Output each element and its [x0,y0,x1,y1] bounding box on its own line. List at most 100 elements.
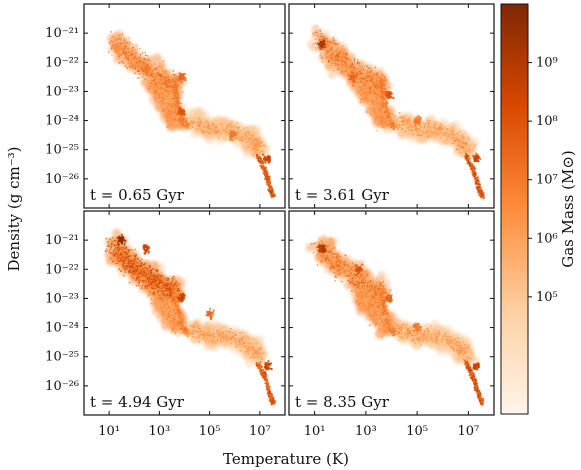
density-bin [200,119,203,122]
density-bin [167,99,170,102]
density-bin [448,132,451,135]
density-bin [192,116,195,119]
density-bin [169,103,172,106]
density-bin [405,123,408,126]
density-bin [379,89,382,91]
density-bin [133,59,136,61]
density-bin [246,139,249,142]
density-bin [330,41,332,44]
density-bin [150,79,152,81]
density-bin [167,108,170,111]
density-bin [201,131,204,133]
density-bin [347,72,350,74]
density-bin [230,120,233,123]
density-bin [412,133,415,136]
density-bin [206,130,208,133]
density-bin [439,129,442,132]
density-bin [127,55,130,57]
density-bin [234,137,237,140]
density-bin [222,127,224,130]
density-bin [140,63,143,66]
density-bin [254,151,257,154]
density-bin [186,121,188,124]
density-bin [370,69,373,72]
density-bin [174,122,177,124]
density-bin [266,171,269,174]
density-bin [405,119,407,122]
density-bin [139,72,142,75]
density-bin [427,136,429,139]
density-bin [141,51,144,54]
density-bin [155,92,158,94]
density-bin [173,82,176,84]
density-bin [445,130,447,133]
density-bin [231,133,234,136]
density-bin [169,90,172,93]
density-bin [448,134,450,137]
density-bin [171,75,174,78]
density-bin [130,60,133,63]
density-bin [120,42,122,45]
density-bin [398,111,401,114]
density-bin [174,74,176,76]
density-bin [331,47,334,50]
density-bin [403,122,406,125]
density-bin [347,70,350,73]
density-bin [147,73,149,76]
density-bin [200,129,202,131]
density-bin [167,75,169,78]
density-bin [222,130,225,133]
density-bin [113,39,116,42]
density-bin [127,47,129,50]
density-bin [172,108,175,111]
density-bin [241,138,244,141]
density-bin [224,133,227,136]
density-bin [353,58,356,60]
density-bin [189,124,192,126]
density-bin [362,68,365,71]
density-bin [185,127,188,130]
density-bin [386,80,389,82]
density-bin [122,52,125,55]
density-bin [398,116,400,119]
density-bin [332,42,335,45]
density-bin [341,59,344,62]
density-bin [135,44,138,46]
density-bin [159,104,162,107]
density-bin [116,38,119,41]
density-cloud [107,29,276,198]
density-bin [408,122,411,125]
density-bin [381,74,384,76]
density-bin [327,50,330,53]
density-bin [353,70,356,72]
density-bin [250,144,252,146]
density-bin [318,50,320,52]
density-bin [176,91,178,94]
density-bin [256,154,259,157]
density-bin [110,31,113,33]
density-bin [363,76,366,78]
density-bin [170,120,172,123]
density-bin [334,42,337,45]
density-bin [129,41,132,44]
density-bin [121,43,124,45]
density-bin [174,111,176,114]
density-bin [118,40,121,43]
density-bin [436,123,439,125]
density-bin [319,54,322,57]
density-bin [172,111,175,114]
density-bin [182,74,185,78]
density-bin [183,124,186,127]
density-bin [455,142,458,145]
density-bin [264,167,267,170]
density-bin [234,128,237,131]
density-bin [141,53,144,55]
density-bin [261,162,264,165]
density-bin [462,135,465,138]
density-bin [421,129,424,132]
density-bin [159,79,161,82]
density-bin [162,72,165,74]
density-bin [347,58,350,61]
density-bin [375,74,378,77]
